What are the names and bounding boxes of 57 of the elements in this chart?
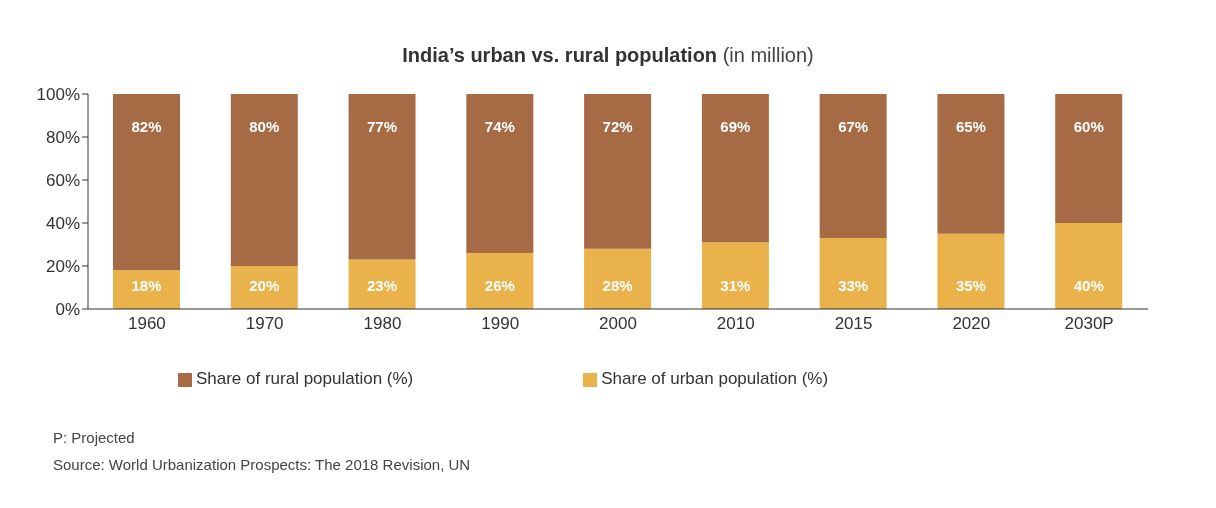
bar <box>584 248 652 309</box>
data-label: 65% <box>955 118 986 135</box>
data-label: 26% <box>484 277 515 294</box>
y-tick-label: 60% <box>45 171 80 191</box>
bar <box>701 94 769 243</box>
data-label: 18% <box>131 277 162 294</box>
bar <box>348 94 416 260</box>
data-label: 67% <box>838 118 869 135</box>
bar <box>1055 94 1123 223</box>
data-label: 23% <box>367 277 398 294</box>
data-label: 33% <box>838 277 869 294</box>
bar <box>466 253 534 309</box>
bar <box>937 94 1005 234</box>
bar <box>937 233 1005 309</box>
chart-title: India’s urban vs. rural population <box>402 44 718 66</box>
data-label: 77% <box>367 118 398 135</box>
x-tick-label: 1960 <box>127 314 166 334</box>
text: P: Projected <box>53 428 136 448</box>
data-label: 72% <box>602 118 633 135</box>
bar <box>113 94 180 271</box>
y-tick-label: 40% <box>45 214 80 234</box>
bar <box>819 238 887 309</box>
x-tick-label: 2030P <box>1064 314 1114 334</box>
bar <box>584 94 652 249</box>
data-label: 69% <box>720 118 751 135</box>
legend-label: Share of urban population (%) <box>601 369 829 388</box>
bar <box>701 242 769 309</box>
y-tick-label: 80% <box>45 128 80 148</box>
data-label: 74% <box>484 118 515 135</box>
data-label: 40% <box>1073 277 1104 294</box>
data-label: 31% <box>720 277 751 294</box>
y-tick-label: 0% <box>55 300 80 320</box>
x-tick-label: 2000 <box>599 314 637 334</box>
data-label: 28% <box>602 277 633 294</box>
source-note: Source: World Urbanization Prospects: The 2018 Revision, UN <box>53 455 472 475</box>
bar <box>348 259 416 309</box>
data-label: 35% <box>955 277 986 294</box>
data-label: 60% <box>1073 118 1104 135</box>
legend-label: Share of rural population (%) <box>195 369 414 388</box>
data-label: 80% <box>249 118 280 135</box>
x-tick-label: 1970 <box>245 314 284 334</box>
x-tick-label: 1990 <box>481 314 520 334</box>
x-tick-label: 2015 <box>834 314 873 334</box>
bar <box>230 266 298 309</box>
bar <box>230 94 298 266</box>
bar <box>819 94 887 239</box>
x-tick-label: 2020 <box>952 314 991 334</box>
bar <box>1055 223 1123 309</box>
data-label: 82% <box>131 118 162 135</box>
x-tick-label: 2010 <box>716 314 755 334</box>
x-tick-label: 1980 <box>363 314 402 334</box>
chart-subtitle: (in million) <box>721 44 814 66</box>
y-tick-label: 20% <box>45 257 80 277</box>
data-label: 20% <box>249 277 280 294</box>
bar <box>113 270 180 309</box>
y-tick-label: 100% <box>36 85 80 105</box>
bar <box>466 94 534 254</box>
